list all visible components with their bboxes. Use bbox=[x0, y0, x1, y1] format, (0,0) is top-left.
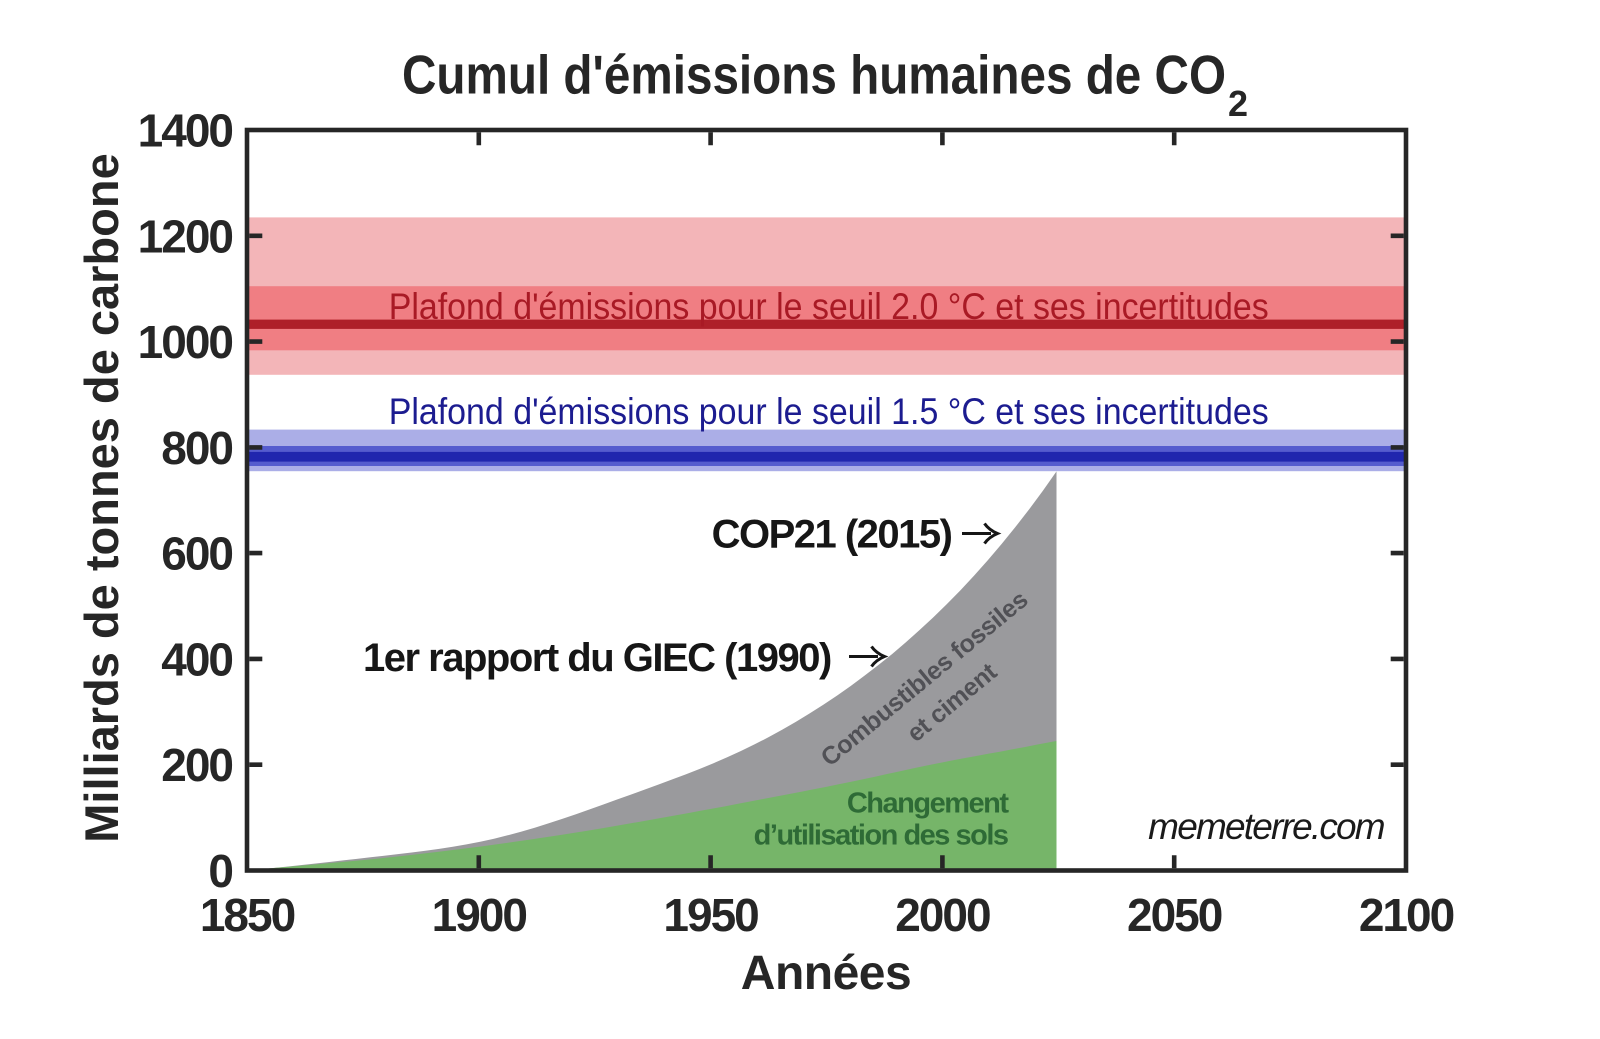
svg-text:0: 0 bbox=[208, 845, 232, 897]
svg-text:2100: 2100 bbox=[1359, 889, 1454, 941]
svg-text:1950: 1950 bbox=[663, 889, 758, 941]
svg-text:2: 2 bbox=[1228, 83, 1248, 124]
svg-text:2000: 2000 bbox=[895, 889, 990, 941]
svg-text:600: 600 bbox=[161, 528, 232, 580]
svg-text:Années: Années bbox=[741, 947, 911, 1000]
svg-text:Cumul d'émissions humaines de: Cumul d'émissions humaines de CO bbox=[402, 44, 1226, 106]
svg-text:1200: 1200 bbox=[138, 210, 233, 262]
svg-text:d’utilisation des sols: d’utilisation des sols bbox=[754, 820, 1008, 852]
svg-text:Changement: Changement bbox=[847, 788, 1009, 820]
svg-text:1850: 1850 bbox=[200, 889, 295, 941]
svg-text:1900: 1900 bbox=[432, 889, 527, 941]
svg-text:200: 200 bbox=[161, 739, 232, 791]
svg-text:1er rapport du GIEC (1990): 1er rapport du GIEC (1990) bbox=[363, 636, 831, 680]
svg-text:Milliards de tonnes de carbone: Milliards de tonnes de carbone bbox=[75, 153, 128, 843]
svg-text:Plafond d'émissions pour le se: Plafond d'émissions pour le seuil 1.5 °C… bbox=[389, 390, 1269, 432]
svg-text:2050: 2050 bbox=[1127, 889, 1222, 941]
svg-text:400: 400 bbox=[161, 633, 232, 685]
svg-text:COP21 (2015): COP21 (2015) bbox=[712, 513, 952, 557]
svg-text:1000: 1000 bbox=[138, 316, 233, 368]
svg-text:1400: 1400 bbox=[138, 105, 233, 157]
svg-text:memeterre.com: memeterre.com bbox=[1148, 806, 1385, 847]
svg-text:800: 800 bbox=[161, 422, 232, 474]
svg-text:Plafond d'émissions pour le se: Plafond d'émissions pour le seuil 2.0 °C… bbox=[389, 285, 1269, 327]
